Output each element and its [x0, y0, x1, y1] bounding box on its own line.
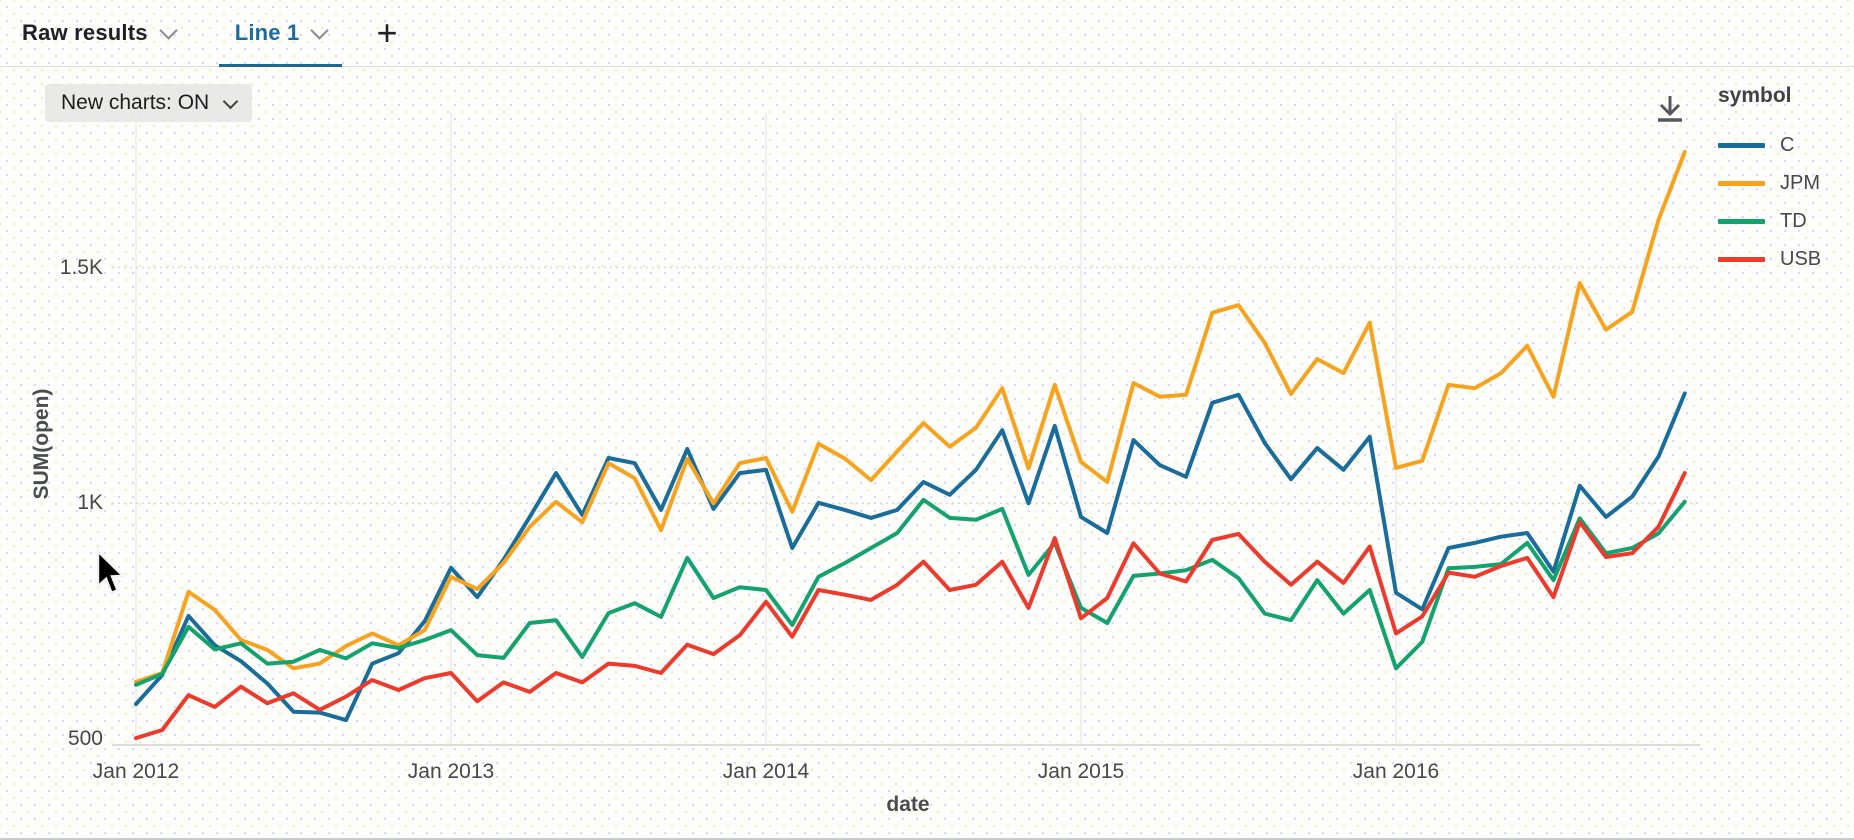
- new-charts-label: New charts: ON: [61, 91, 210, 114]
- x-tick-label: Jan 2014: [722, 760, 810, 783]
- tab-bar: Raw results Line 1 +: [0, 0, 1854, 67]
- series-line-td[interactable]: [134, 497, 1687, 687]
- legend-item-c[interactable]: C: [1718, 126, 1848, 164]
- tab-raw-results[interactable]: Raw results: [0, 0, 205, 66]
- legend-label: C: [1780, 133, 1795, 156]
- x-tick-label: Jan 2016: [1352, 760, 1440, 783]
- x-axis-title: date: [886, 793, 930, 816]
- y-tick-label: 1.5K: [59, 255, 103, 279]
- legend-item-td[interactable]: TD: [1718, 202, 1848, 240]
- x-tick-label: Jan 2015: [1037, 760, 1125, 783]
- legend-items: C JPM TD USB: [1718, 126, 1848, 278]
- legend-label: JPM: [1780, 171, 1820, 194]
- legend-item-usb[interactable]: USB: [1718, 240, 1848, 278]
- series-line-jpm[interactable]: [134, 150, 1687, 684]
- y-tick-label: 1K: [77, 491, 103, 515]
- series-line-c[interactable]: [134, 391, 1687, 723]
- window-bottom-border: [0, 838, 1854, 840]
- legend-title: symbol: [1718, 84, 1792, 107]
- new-charts-toggle[interactable]: New charts: ON: [45, 84, 253, 122]
- x-tick-label: Jan 2013: [407, 760, 495, 783]
- legend-swatch: [1718, 142, 1765, 148]
- legend-label: USB: [1780, 247, 1822, 270]
- y-tick-label: 500: [67, 727, 103, 750]
- plus-icon: +: [376, 12, 398, 53]
- chart-legend: symbol C JPM TD USB: [1718, 84, 1848, 278]
- series-line-usb[interactable]: [134, 471, 1687, 741]
- legend-item-jpm[interactable]: JPM: [1718, 164, 1848, 202]
- y-axis-title: SUM(open): [30, 388, 53, 500]
- legend-swatch: [1718, 218, 1765, 224]
- tab-line-1[interactable]: Line 1: [205, 0, 357, 67]
- x-tick-label: Jan 2012: [92, 760, 180, 783]
- legend-swatch: [1718, 256, 1765, 262]
- tab-line-1-label: Line 1: [234, 20, 300, 45]
- add-tab-button[interactable]: +: [360, 3, 413, 63]
- download-icon: [1658, 96, 1682, 122]
- download-button[interactable]: [1653, 92, 1693, 132]
- tab-raw-results-label: Raw results: [22, 20, 148, 45]
- legend-swatch: [1718, 180, 1765, 186]
- legend-label: TD: [1780, 209, 1807, 232]
